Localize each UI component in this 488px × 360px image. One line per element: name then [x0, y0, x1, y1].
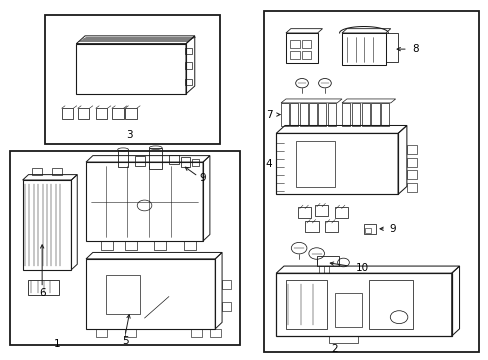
- Bar: [295, 140, 334, 187]
- Bar: [112, 108, 123, 119]
- Bar: [334, 207, 347, 218]
- Text: 7: 7: [265, 109, 272, 120]
- Bar: [363, 224, 375, 234]
- Bar: [361, 103, 369, 126]
- Bar: [86, 162, 203, 241]
- Text: 5: 5: [122, 336, 128, 346]
- Bar: [327, 103, 335, 126]
- Bar: [52, 168, 61, 175]
- Bar: [341, 103, 349, 126]
- Text: 9: 9: [388, 224, 395, 234]
- Text: 9: 9: [199, 173, 206, 183]
- Bar: [285, 280, 327, 329]
- Bar: [32, 168, 42, 175]
- Bar: [101, 241, 113, 250]
- Bar: [308, 103, 316, 126]
- Bar: [96, 329, 106, 337]
- Bar: [368, 280, 412, 329]
- Bar: [276, 134, 397, 194]
- Bar: [125, 241, 137, 250]
- Bar: [380, 103, 388, 126]
- Bar: [315, 205, 328, 216]
- Bar: [365, 228, 370, 233]
- Bar: [276, 273, 451, 336]
- Bar: [61, 108, 73, 119]
- Bar: [125, 108, 137, 119]
- Bar: [406, 145, 416, 154]
- Text: 1: 1: [53, 338, 60, 348]
- Bar: [222, 280, 230, 289]
- Text: 8: 8: [412, 44, 419, 54]
- Text: 3: 3: [126, 130, 133, 140]
- Bar: [289, 51, 299, 59]
- Text: 2: 2: [331, 344, 337, 354]
- Bar: [118, 149, 128, 167]
- Bar: [328, 336, 357, 343]
- Bar: [406, 158, 416, 167]
- Bar: [325, 221, 337, 232]
- Text: 10: 10: [355, 262, 368, 273]
- Bar: [184, 48, 192, 54]
- Bar: [44, 15, 220, 144]
- Bar: [301, 40, 311, 48]
- Bar: [105, 275, 140, 315]
- Bar: [370, 103, 379, 126]
- Bar: [318, 103, 325, 126]
- Bar: [184, 62, 192, 69]
- Bar: [289, 40, 299, 48]
- Bar: [27, 280, 59, 295]
- Bar: [190, 329, 201, 337]
- Bar: [125, 329, 136, 337]
- Bar: [184, 78, 192, 85]
- Bar: [210, 329, 221, 337]
- Bar: [316, 256, 338, 266]
- Bar: [78, 108, 89, 119]
- Bar: [285, 33, 317, 63]
- Text: 4: 4: [264, 159, 271, 169]
- Bar: [281, 103, 288, 126]
- Bar: [181, 157, 189, 167]
- Bar: [298, 207, 311, 218]
- Bar: [305, 221, 318, 232]
- Bar: [264, 12, 478, 352]
- Bar: [299, 103, 307, 126]
- Bar: [290, 103, 298, 126]
- Bar: [183, 241, 195, 250]
- Bar: [135, 156, 144, 166]
- Bar: [168, 155, 178, 164]
- Bar: [385, 33, 397, 62]
- Bar: [192, 159, 199, 166]
- Bar: [351, 103, 359, 126]
- Bar: [10, 151, 239, 345]
- Bar: [406, 171, 416, 179]
- Bar: [334, 293, 361, 327]
- Bar: [154, 241, 166, 250]
- Text: 6: 6: [39, 288, 45, 298]
- Bar: [22, 180, 71, 270]
- Bar: [149, 148, 162, 168]
- Bar: [86, 259, 215, 329]
- Bar: [406, 183, 416, 192]
- Bar: [341, 33, 385, 65]
- Bar: [222, 302, 230, 311]
- Bar: [96, 108, 107, 119]
- Bar: [301, 51, 311, 59]
